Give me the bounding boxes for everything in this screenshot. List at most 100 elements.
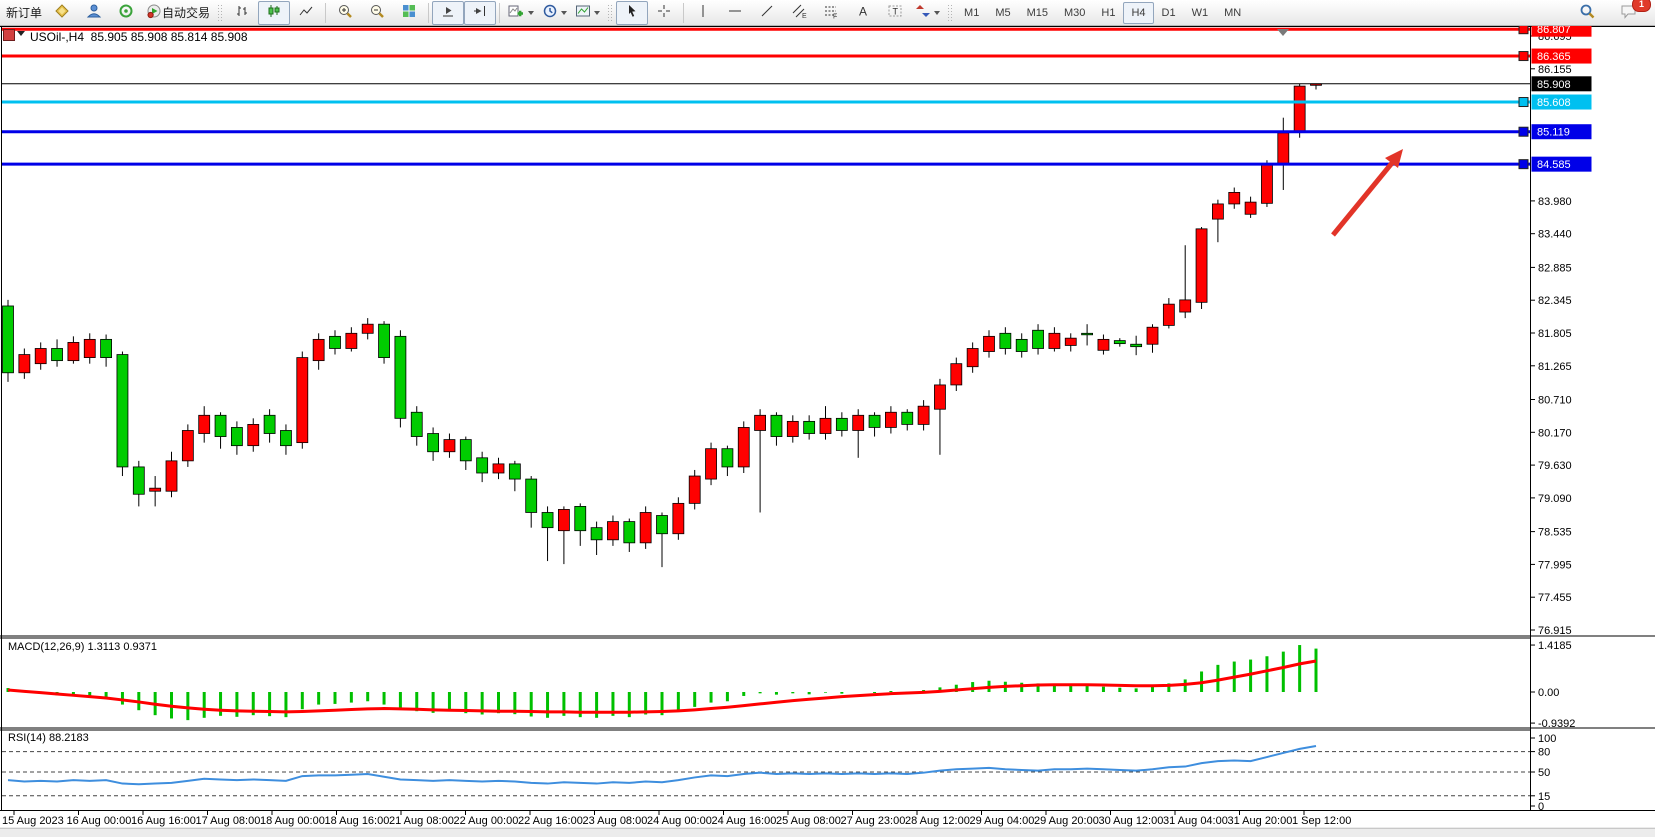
fibonacci-button[interactable]: F (815, 1, 847, 25)
notifications-button[interactable]: 1 (1613, 0, 1651, 25)
line-handle[interactable] (1518, 159, 1529, 170)
candle-body (966, 348, 979, 368)
toolbar-grip (217, 3, 224, 22)
horizontal-line-button[interactable] (719, 1, 751, 25)
chart-shift-button[interactable] (464, 0, 497, 25)
candle-body (443, 439, 456, 453)
new-chart-button[interactable] (503, 1, 538, 25)
person-icon (86, 3, 102, 22)
price-badge (1531, 48, 1592, 64)
auto-trading-button[interactable]: 自动交易 (142, 1, 214, 25)
metaeditor-button[interactable] (46, 1, 78, 25)
timeframe-mn[interactable]: MN (1224, 6, 1242, 19)
text-a-icon: A (855, 3, 871, 22)
candle-body (541, 512, 554, 529)
equidistant-channel-button[interactable]: E (783, 1, 815, 25)
price-tick-label: 78.535 (1538, 527, 1572, 539)
timeframe-m30[interactable]: M30 (1064, 6, 1086, 19)
line-handle[interactable] (1518, 24, 1529, 35)
candle-body (132, 466, 145, 495)
time-axis-label: 29 Aug 20:00 (1034, 815, 1099, 827)
line-handle[interactable] (1518, 126, 1529, 137)
chart-window-icon[interactable] (3, 29, 15, 41)
dropdown-caret-icon (934, 11, 941, 18)
timeframe-w1[interactable]: W1 (1191, 6, 1209, 19)
gold-diamond-icon (54, 3, 70, 22)
timeframe-m1[interactable]: M1 (964, 6, 980, 19)
signals-button[interactable] (110, 1, 142, 25)
candle-body (901, 411, 914, 425)
vertical-line-button[interactable] (687, 1, 719, 25)
dropdown-caret-icon (561, 11, 568, 18)
chart-dropdown-icon[interactable] (17, 31, 25, 40)
fibonacci-icon: F (823, 3, 839, 22)
candle-body (1162, 303, 1175, 326)
timeframe-m5[interactable]: M5 (995, 6, 1011, 19)
line-chart-button[interactable] (290, 1, 322, 25)
price-badge-label: 86.365 (1537, 51, 1571, 63)
line-handle[interactable] (1518, 51, 1529, 62)
candle-body (230, 427, 243, 447)
timeframe-h4[interactable]: H4 (1123, 1, 1154, 24)
auto-trading-icon (146, 3, 162, 22)
new-order-button[interactable]: 新订单 (2, 1, 46, 25)
rsi-axis-label: 80 (1538, 747, 1550, 759)
candle-body (492, 463, 505, 474)
bar-chart-button[interactable] (226, 1, 258, 25)
auto-scroll-button[interactable] (432, 0, 465, 25)
templates-button[interactable] (571, 1, 604, 25)
time-axis-label: 22 Aug 16:00 (518, 815, 583, 827)
candle-body (1228, 191, 1241, 205)
broadcast-icon (118, 3, 134, 22)
tile-windows-button[interactable] (393, 1, 425, 25)
time-axis-label: 1 Sep 12:00 (1292, 815, 1351, 827)
candle-body (1064, 337, 1077, 346)
line-handle[interactable] (1518, 97, 1529, 108)
periods-button[interactable] (538, 1, 571, 25)
toolbar-separator (683, 2, 685, 23)
dropdown-caret-icon (594, 11, 601, 18)
toolbar-grip (947, 3, 954, 22)
candle-body (672, 502, 685, 535)
timeframe-m15[interactable]: M15 (1026, 6, 1048, 19)
search-button[interactable] (1571, 1, 1603, 25)
candle-body (1293, 85, 1306, 133)
trend-arrow-head[interactable] (1385, 149, 1403, 168)
rsi-axis-label: 100 (1538, 733, 1556, 745)
chart-shift-marker[interactable] (1277, 29, 1289, 36)
community-button[interactable] (78, 1, 110, 25)
timeframe-d1[interactable]: D1 (1161, 6, 1176, 19)
rsi-indicator-label: RSI(14) 88.2183 (8, 732, 89, 744)
candle-body (34, 348, 47, 365)
candle-body (345, 332, 358, 349)
timeframe-h1[interactable]: H1 (1101, 6, 1116, 19)
cursor-button[interactable] (616, 0, 649, 25)
search-icon (1579, 3, 1596, 23)
macd-axis-label: 0.00 (1538, 687, 1559, 699)
candle-body (558, 509, 570, 532)
crosshair-button[interactable] (648, 1, 680, 25)
time-axis-label: 23 Aug 08:00 (583, 815, 648, 827)
zoom-out-icon (369, 3, 385, 22)
candle-body (312, 338, 325, 362)
arrows-button[interactable] (911, 1, 944, 25)
zoom-in-button[interactable] (329, 1, 361, 25)
candlestick-chart-button[interactable] (258, 0, 291, 25)
trend-arrow-shaft[interactable] (1331, 161, 1394, 237)
price-tick-label: 83.440 (1538, 229, 1572, 241)
price-badge-label: 85.608 (1537, 97, 1571, 109)
rsi-axis-label: 15 (1538, 791, 1550, 803)
candle-body (1048, 332, 1061, 349)
time-axis-label: 30 Aug 12:00 (1099, 815, 1164, 827)
price-tick-label: 86.155 (1538, 64, 1572, 76)
price-tick-label: 80.710 (1538, 395, 1572, 407)
auto-trading-label: 自动交易 (162, 6, 211, 20)
clock-icon (542, 3, 558, 22)
candle-body (1195, 228, 1208, 303)
text-button[interactable]: A (847, 1, 879, 25)
trendline-button[interactable] (751, 1, 783, 25)
text-label-button[interactable]: T (879, 1, 911, 25)
zoom-out-button[interactable] (361, 1, 393, 25)
price-badge-label: 85.119 (1537, 127, 1570, 139)
